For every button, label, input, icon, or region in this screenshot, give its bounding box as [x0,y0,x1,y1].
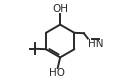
Text: HN: HN [88,39,104,49]
Text: OH: OH [52,4,68,14]
Text: HO: HO [49,68,65,78]
